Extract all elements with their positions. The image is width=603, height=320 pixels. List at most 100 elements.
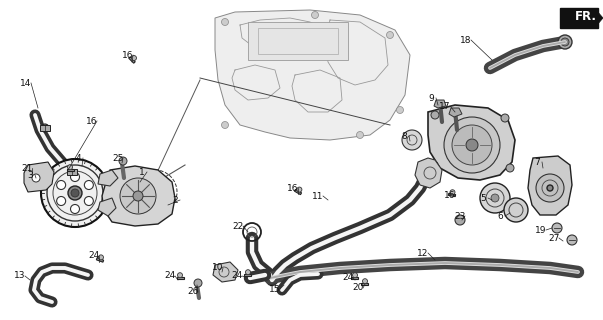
Circle shape	[536, 174, 564, 202]
Circle shape	[221, 19, 229, 26]
Text: 22: 22	[232, 221, 244, 230]
Circle shape	[312, 12, 318, 19]
Text: 19: 19	[535, 226, 547, 235]
Circle shape	[402, 130, 422, 150]
Circle shape	[194, 279, 202, 287]
Text: 9: 9	[428, 93, 434, 102]
Polygon shape	[597, 11, 603, 25]
Text: 17: 17	[439, 101, 451, 110]
Text: 1: 1	[139, 167, 145, 177]
Circle shape	[480, 183, 510, 213]
Text: FR.: FR.	[575, 10, 597, 22]
Circle shape	[84, 180, 93, 189]
Text: 12: 12	[417, 249, 429, 258]
Circle shape	[177, 273, 183, 278]
Polygon shape	[98, 198, 116, 216]
Circle shape	[387, 31, 394, 38]
Text: 4: 4	[75, 154, 81, 163]
Text: 14: 14	[21, 78, 32, 87]
Circle shape	[452, 125, 492, 165]
Text: 16: 16	[287, 183, 298, 193]
Text: 2: 2	[172, 196, 178, 204]
Text: 20: 20	[352, 284, 364, 292]
Circle shape	[57, 196, 66, 205]
Circle shape	[430, 161, 438, 169]
Circle shape	[558, 35, 572, 49]
Circle shape	[356, 132, 364, 139]
Polygon shape	[248, 22, 348, 60]
Circle shape	[133, 191, 143, 201]
Text: 5: 5	[480, 194, 486, 203]
Polygon shape	[215, 10, 410, 140]
Text: 13: 13	[14, 271, 26, 281]
Polygon shape	[213, 262, 238, 282]
Circle shape	[245, 270, 250, 275]
Circle shape	[466, 139, 478, 151]
Text: 24: 24	[232, 271, 242, 281]
Circle shape	[71, 189, 79, 197]
Circle shape	[353, 273, 358, 278]
Circle shape	[120, 178, 156, 214]
Circle shape	[552, 223, 562, 233]
Circle shape	[504, 198, 528, 222]
Polygon shape	[528, 156, 572, 215]
Bar	[258, 28, 338, 54]
Circle shape	[491, 194, 499, 202]
Polygon shape	[434, 100, 446, 108]
Text: 7: 7	[534, 157, 540, 166]
Circle shape	[431, 111, 439, 119]
Circle shape	[131, 56, 136, 60]
Text: 3: 3	[27, 171, 33, 180]
FancyBboxPatch shape	[560, 8, 598, 28]
Polygon shape	[294, 189, 302, 195]
Circle shape	[41, 124, 49, 132]
Circle shape	[455, 215, 465, 225]
Circle shape	[32, 174, 40, 182]
Text: 27: 27	[548, 234, 560, 243]
Circle shape	[501, 114, 509, 122]
Text: 6: 6	[497, 212, 503, 220]
Text: 24: 24	[343, 274, 353, 283]
Text: 16: 16	[86, 116, 98, 125]
Polygon shape	[40, 125, 50, 131]
Text: 8: 8	[401, 132, 407, 140]
Circle shape	[68, 165, 72, 170]
Polygon shape	[66, 169, 74, 171]
Text: 10: 10	[212, 263, 224, 273]
Circle shape	[506, 164, 514, 172]
Polygon shape	[244, 274, 251, 276]
Polygon shape	[415, 158, 442, 188]
Circle shape	[41, 159, 109, 227]
Text: 11: 11	[312, 191, 324, 201]
Circle shape	[567, 235, 577, 245]
Text: 18: 18	[460, 36, 472, 44]
Polygon shape	[102, 166, 175, 226]
Text: 21: 21	[21, 164, 33, 172]
Text: 24: 24	[165, 271, 175, 281]
Polygon shape	[129, 57, 135, 63]
Polygon shape	[352, 277, 359, 279]
Circle shape	[444, 117, 500, 173]
Circle shape	[84, 196, 93, 205]
Circle shape	[68, 186, 82, 200]
Circle shape	[561, 38, 569, 46]
Circle shape	[221, 122, 229, 129]
Circle shape	[450, 190, 455, 195]
Text: 15: 15	[270, 284, 281, 293]
Text: 26: 26	[188, 287, 198, 297]
Text: 23: 23	[454, 212, 466, 220]
Text: 24: 24	[89, 252, 99, 260]
Text: 16: 16	[444, 190, 456, 199]
Circle shape	[119, 157, 127, 165]
Text: 16: 16	[122, 51, 134, 60]
Circle shape	[71, 204, 80, 213]
Polygon shape	[449, 193, 456, 197]
Circle shape	[397, 107, 403, 114]
Polygon shape	[177, 277, 183, 279]
Circle shape	[57, 180, 66, 189]
Text: 25: 25	[112, 154, 124, 163]
Circle shape	[297, 187, 302, 192]
Polygon shape	[428, 105, 515, 180]
Polygon shape	[362, 283, 368, 285]
Polygon shape	[98, 170, 118, 186]
